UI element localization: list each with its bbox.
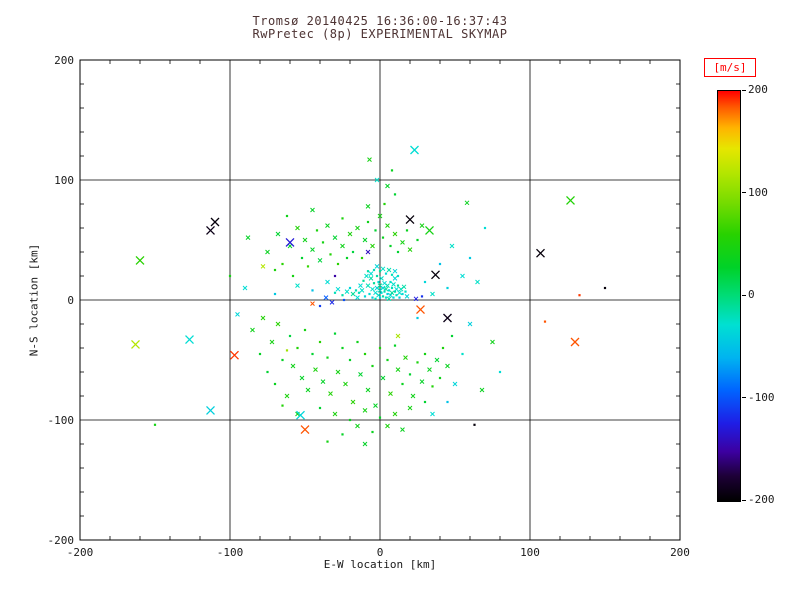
- plot-subtitle: RwPretec (8p) EXPERIMENTAL SKYMAP: [252, 27, 508, 41]
- svg-text:-100: -100: [217, 546, 244, 559]
- svg-text:200: 200: [54, 54, 74, 67]
- svg-text:-200: -200: [48, 534, 75, 547]
- colorbar-tick-label: -100: [742, 391, 775, 404]
- colorbar-tick-label: -200: [742, 493, 775, 506]
- colorbar-ticks: 200 100 0 -100 -200: [742, 83, 792, 506]
- colorbar-tick-label: 0: [742, 288, 755, 301]
- svg-text:100: 100: [54, 174, 74, 187]
- x-axis-label: E-W location [km]: [323, 558, 437, 571]
- colorbar-tick-label: 100: [742, 186, 768, 199]
- svg-text:0: 0: [67, 294, 74, 307]
- svg-text:100: 100: [520, 546, 540, 559]
- y-axis-label: N-S location [km]: [27, 243, 41, 357]
- colorbar-tick-label: 200: [742, 83, 768, 96]
- colorbar: [718, 91, 740, 501]
- colorbar-frame: [717, 90, 741, 502]
- svg-text:-200: -200: [67, 546, 94, 559]
- plot-title: Tromsø 20140425 16:36:00-16:37:43: [252, 14, 508, 28]
- colorbar-units-label: [m/s]: [704, 58, 756, 77]
- svg-text:0: 0: [377, 546, 384, 559]
- svg-text:200: 200: [670, 546, 690, 559]
- svg-text:-100: -100: [48, 414, 75, 427]
